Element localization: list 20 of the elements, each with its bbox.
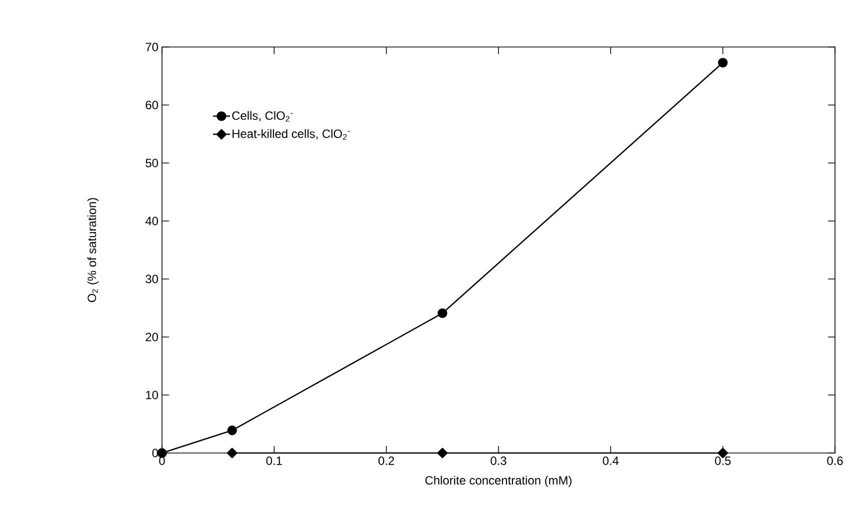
y-tick-label: 20	[146, 332, 158, 342]
point	[437, 448, 448, 458]
x-tick-label: 0.6	[827, 456, 843, 465]
x-tick-label: 0.5	[715, 456, 731, 465]
y-tick-label: 30	[146, 274, 158, 284]
y-tick-label: 70	[146, 42, 158, 52]
point	[438, 308, 448, 318]
x-tick-label: 0.1	[266, 456, 282, 465]
x-tick-label: 0.3	[490, 456, 506, 465]
y-tick-label: 10	[146, 390, 158, 400]
y-tick-label: 50	[146, 158, 158, 168]
point	[227, 426, 237, 436]
point	[226, 448, 238, 458]
x-tick-label: 0.4	[602, 456, 619, 465]
y-tick-label: 60	[146, 100, 158, 110]
x-axis-title: Chlorite concentration (mM)	[425, 476, 572, 487]
y-tick-label: 40	[145, 216, 158, 226]
y-axis-title: O$_{2}$ (% of saturation)	[87, 198, 98, 302]
x-tick-label: 0.2	[378, 456, 394, 465]
point	[718, 58, 728, 68]
